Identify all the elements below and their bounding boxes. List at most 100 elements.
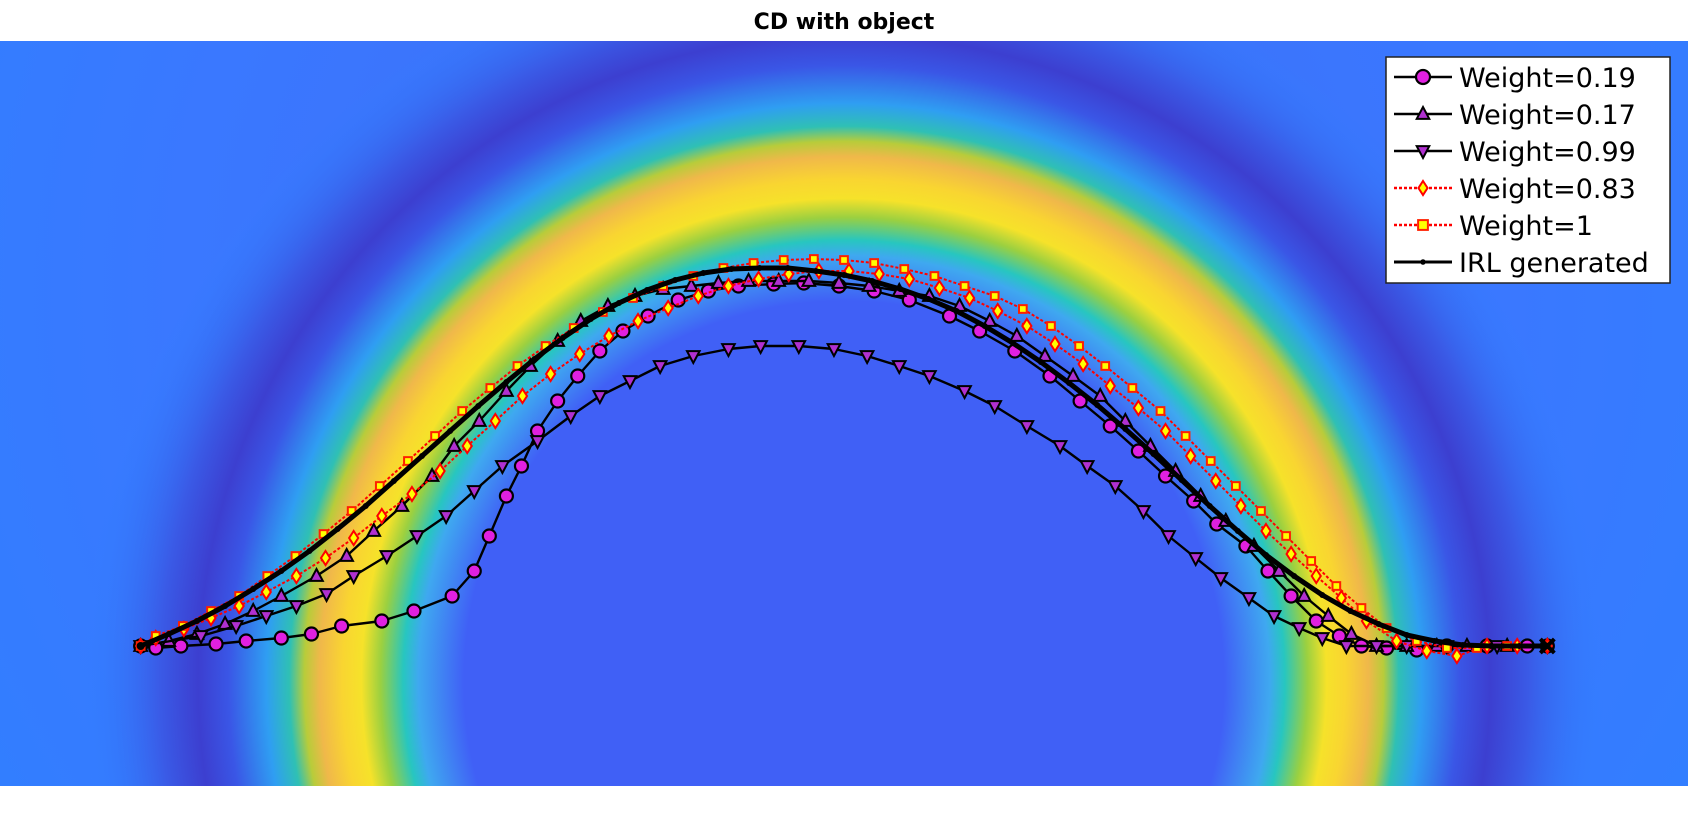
data-point [544, 365, 557, 383]
data-point [278, 568, 285, 574]
data-point [498, 381, 515, 397]
data-point [403, 456, 413, 466]
data-point [1398, 640, 1415, 656]
data-point [1331, 581, 1342, 591]
data-point [1127, 383, 1138, 393]
data-point [632, 312, 644, 330]
data-point [1049, 335, 1061, 353]
data-point [1308, 613, 1324, 629]
data-point [1159, 422, 1172, 440]
data-point [406, 485, 418, 503]
legend-marker [1417, 179, 1429, 197]
data-point [430, 431, 440, 441]
data-point [1263, 552, 1269, 558]
data-point [986, 400, 1003, 416]
legend-marker [1420, 259, 1426, 265]
data-point [1431, 638, 1438, 644]
data-point [1338, 640, 1355, 656]
data-point [245, 601, 262, 617]
data-point [393, 496, 410, 512]
data-point [419, 453, 425, 459]
data-point [981, 323, 988, 329]
data-point [1291, 573, 1298, 579]
data-point [929, 271, 940, 281]
data-point [692, 287, 705, 305]
legend-label: Weight=1 [1459, 211, 1593, 242]
plot-area: Weight=0.19 Weight=0.17 Weight=0.99 Weight=… [0, 41, 1688, 786]
data-point [685, 350, 702, 366]
data-point [390, 478, 397, 484]
legend-entry: Weight=0.19 [1394, 63, 1636, 94]
data-point [173, 638, 189, 654]
data-point [165, 631, 172, 637]
data-point [1132, 399, 1145, 417]
data-point [503, 379, 510, 385]
data-point [752, 340, 769, 356]
data-point [933, 279, 946, 297]
data-point [891, 360, 908, 376]
endpoint-layer [136, 637, 1556, 655]
data-point [591, 390, 608, 406]
data-point [374, 613, 390, 629]
data-point [1008, 326, 1025, 342]
data-point [1320, 606, 1337, 622]
data-point [516, 387, 529, 405]
data-point [897, 286, 904, 292]
data-point [903, 270, 916, 288]
data-point [861, 276, 878, 292]
data-point [192, 630, 209, 646]
data-point [559, 335, 566, 341]
data-point [1079, 460, 1096, 476]
data-point [347, 529, 360, 547]
data-point [1180, 431, 1191, 441]
data-point [376, 507, 388, 525]
legend-marker [1417, 219, 1429, 231]
data-point [1052, 440, 1068, 456]
data-point [1256, 506, 1266, 516]
data-point [752, 270, 765, 288]
data-point [800, 271, 817, 287]
data-point [1516, 643, 1523, 649]
data-point [784, 265, 791, 271]
legend-entry: Weight=0.99 [1394, 137, 1636, 168]
data-point [622, 375, 638, 391]
data-point [1036, 346, 1053, 362]
data-point [1178, 477, 1185, 483]
data-point [1451, 647, 1463, 665]
data-point [1260, 522, 1272, 540]
legend-box [1385, 56, 1671, 284]
data-point [1314, 632, 1331, 648]
data-point [869, 278, 876, 284]
data-point [981, 311, 998, 327]
data-point [1459, 642, 1466, 648]
data-point [831, 273, 847, 289]
data-point [338, 546, 355, 562]
data-point [434, 462, 446, 480]
data-point [1212, 572, 1229, 588]
data-point [1184, 447, 1197, 465]
data-point [644, 287, 651, 293]
data-point [444, 588, 460, 604]
data-point [956, 385, 973, 401]
data-point [193, 618, 200, 624]
data-point [447, 428, 454, 434]
data-point [406, 603, 422, 619]
data-point [790, 340, 807, 356]
data-point [365, 521, 382, 537]
legend-label: Weight=0.19 [1459, 63, 1636, 94]
data-point [720, 343, 737, 359]
data-point [1094, 402, 1101, 408]
data-point [1135, 505, 1152, 521]
series-4 [134, 262, 1554, 665]
data-point [1296, 586, 1313, 602]
data-point [756, 265, 763, 271]
data-point [570, 368, 586, 384]
data-point [513, 458, 530, 474]
data-point [710, 273, 727, 289]
data-point [550, 393, 566, 409]
data-point [345, 570, 362, 586]
legend-label: Weight=0.83 [1459, 174, 1636, 205]
data-point [319, 549, 332, 567]
series-layer [132, 254, 1556, 665]
series-line [140, 258, 1548, 649]
